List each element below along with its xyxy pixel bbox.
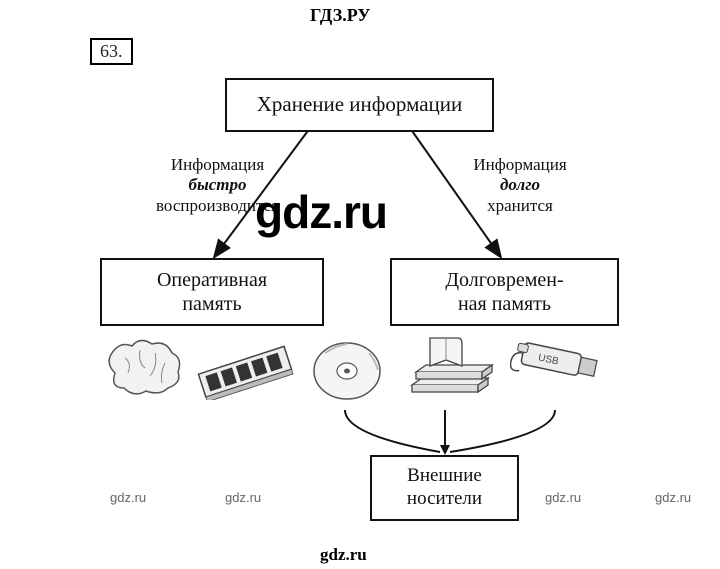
watermark-center-text: gdz.ru (255, 186, 387, 238)
right-memory-box: Долговремен- ная память (390, 258, 619, 326)
left-box-line2: память (182, 292, 241, 316)
wm3: gdz.ru (655, 490, 691, 505)
external-storage-box: Внешние носители (370, 455, 519, 521)
external-box-line2: носители (407, 488, 482, 511)
watermark-small-0: gdz.ru (110, 490, 146, 505)
right-box-line1: Долговремен- (445, 268, 563, 292)
wm2: gdz.ru (545, 490, 581, 505)
edge-label-right: Информация долго хранится (455, 155, 585, 216)
left-box-line1: Оперативная (157, 268, 267, 292)
watermark-small-1: gdz.ru (225, 490, 261, 505)
ram-stick-icon (192, 345, 297, 400)
usb-flash-icon: USB (510, 335, 620, 390)
site-header-text: ГДЗ.РУ (310, 5, 370, 25)
cd-disc-icon (310, 338, 385, 403)
external-box-line1: Внешние (407, 465, 482, 488)
edge-left-line1: Информация (171, 155, 264, 174)
footer-label: gdz.ru (320, 545, 367, 565)
wm0: gdz.ru (110, 490, 146, 505)
edge-right-em: долго (500, 175, 540, 194)
task-number-box: 63. (90, 38, 133, 65)
left-memory-box: Оперативная память (100, 258, 324, 326)
brain-icon (100, 338, 185, 398)
right-box-line2: ная память (458, 292, 551, 316)
wm1: gdz.ru (225, 490, 261, 505)
watermark-center: gdz.ru (255, 185, 387, 239)
edge-right-line3: хранится (487, 196, 553, 215)
diagram-container: ГДЗ.РУ 63. Хранение информации Информаци… (0, 0, 720, 569)
site-header: ГДЗ.РУ (310, 5, 370, 26)
books-stack-icon (400, 330, 500, 405)
footer-label-text: gdz.ru (320, 545, 367, 564)
edge-right-line1: Информация (473, 155, 566, 174)
watermark-small-2: gdz.ru (545, 490, 581, 505)
watermark-small-3: gdz.ru (655, 490, 691, 505)
root-box: Хранение информации (225, 78, 494, 132)
edge-left-em: быстро (188, 175, 246, 194)
task-number-text: 63. (100, 41, 123, 61)
root-label: Хранение информации (257, 92, 463, 117)
